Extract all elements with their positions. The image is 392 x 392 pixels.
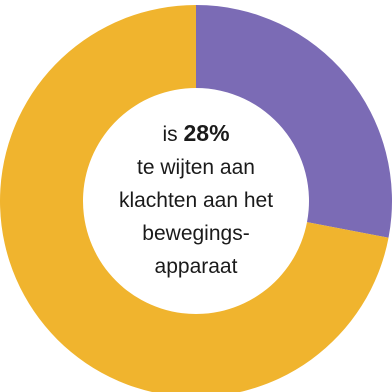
donut-slice-1	[196, 5, 392, 238]
center-label-line-1: is 28%	[162, 117, 229, 151]
center-label-prefix: is	[162, 123, 178, 146]
center-label: is 28% te wijten aan klachten aan het be…	[96, 100, 296, 300]
center-label-line-2: te wijten aan	[137, 156, 255, 179]
center-label-line-3: klachten aan het	[118, 189, 274, 212]
center-label-line-5: apparaat	[154, 255, 238, 278]
center-label-line-4: bewegings-	[142, 222, 250, 245]
center-label-value: 28%	[183, 120, 230, 146]
donut-slice-2	[0, 5, 389, 392]
